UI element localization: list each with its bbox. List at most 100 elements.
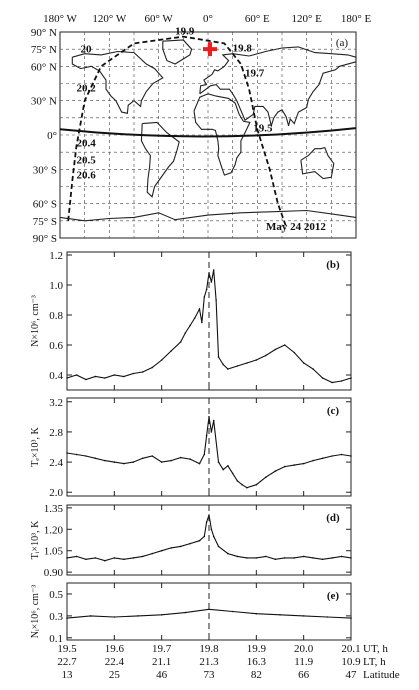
panel-label: (e) (327, 590, 340, 602)
data-point (170, 459, 172, 462)
data-point (137, 615, 139, 617)
map-top-tick-label: 120° W (92, 13, 126, 25)
data-point (113, 557, 116, 559)
x-axis-value: 16.3 (247, 656, 267, 668)
data-point (246, 362, 248, 364)
data-point (215, 299, 217, 301)
data-point (160, 614, 163, 616)
data-point (302, 615, 305, 617)
data-point (94, 375, 97, 378)
data-point (312, 368, 314, 370)
x-axis-value: 19.7 (152, 643, 172, 655)
panel-label: (b) (326, 259, 340, 271)
data-point (203, 296, 206, 298)
red-cross-marker (203, 42, 217, 57)
data-point (302, 555, 305, 558)
map-coastline (300, 146, 335, 180)
y-tick-label: 1.20 (44, 524, 64, 536)
x-axis-value: 13 (62, 669, 74, 681)
map-coastline (199, 46, 357, 128)
data-point (123, 462, 125, 465)
track-time-label: 19.7 (245, 68, 265, 80)
x-axis-value: 22.4 (105, 656, 125, 668)
panel-label-a: (a) (336, 37, 349, 49)
data-point (350, 617, 352, 619)
data-point (227, 552, 229, 555)
y-tick-label: 0.8 (49, 310, 63, 322)
time-series-panels: 0.4 0.6 0.8 1.0 1.2 N×10⁶, cm⁻³ (b) 2.0 2.4 2.8 3.… (30, 250, 352, 645)
data-point (340, 453, 343, 456)
map-left-tick-label: 75° S (33, 216, 57, 228)
x-axis-value: 19.6 (105, 643, 125, 655)
data-point (321, 377, 324, 379)
data-point (104, 559, 106, 562)
data-point (350, 455, 352, 457)
data-point (66, 377, 68, 379)
y-tick-label: 1.0 (49, 280, 63, 292)
data-point (255, 557, 258, 559)
data-point (326, 616, 329, 618)
data-point (113, 374, 116, 376)
data-point (283, 465, 286, 468)
data-point (241, 483, 243, 486)
panel-c: 2.0 2.4 2.8 3.2 Tₑ×10³, K (c) (30, 397, 352, 499)
panel-b: 0.4 0.6 0.8 1.0 1.2 N×10⁶, cm⁻³ (b) (30, 250, 352, 391)
y-tick-label: 3.2 (49, 397, 63, 409)
x-axis-value: 19.8 (199, 643, 219, 655)
map-top-tick-label: 60° E (245, 13, 270, 25)
data-point (203, 453, 206, 456)
data-point (189, 324, 191, 327)
data-point (205, 288, 208, 291)
y-tick-label: 0.90 (44, 567, 64, 579)
data-point (302, 462, 305, 465)
data-point (227, 465, 229, 467)
track-time-label: 19.9 (175, 25, 195, 37)
data-point (75, 453, 78, 456)
data-point (255, 359, 258, 361)
data-point (279, 614, 281, 616)
data-point (212, 269, 215, 271)
data-point (340, 380, 343, 382)
data-point (217, 545, 220, 548)
data-point (66, 557, 68, 559)
data-point (212, 419, 215, 422)
data-point (265, 354, 267, 357)
map-left-tick-label: 30° N (31, 96, 57, 108)
data-point (212, 535, 215, 538)
data-point (236, 480, 239, 482)
data-point (255, 483, 258, 486)
map-top-tick-label: 0° (203, 13, 213, 25)
data-point (246, 557, 248, 559)
track-time-label: 20.6 (76, 169, 96, 181)
data-point (184, 611, 187, 614)
x-axis-value: 19.9 (247, 643, 267, 655)
data-point (236, 365, 239, 367)
y-tick-label: 0.1 (49, 633, 63, 645)
x-axis-value: 66 (298, 669, 310, 681)
data-point (179, 341, 182, 343)
map-top-tick-label: 60° W (144, 13, 173, 25)
x-axis-value: 73 (204, 669, 216, 681)
data-point (321, 558, 324, 561)
data-point (75, 555, 78, 558)
data-point (151, 552, 153, 555)
data-point (205, 521, 208, 523)
y-tick-label: 2.0 (49, 487, 63, 499)
map-coastline (59, 209, 357, 222)
map-top-tick-label: 180° W (43, 13, 77, 25)
data-point (205, 434, 208, 437)
map-panel: 180° W 120° W 60° W 0° 60° E 120° E 180° E 90° … (31, 13, 372, 245)
x-axis-value: 20.0 (294, 643, 314, 655)
track-time-label: 20.4 (76, 137, 96, 149)
data-point (123, 558, 125, 561)
y-tick-label: 0.4 (49, 370, 63, 382)
data-point (283, 557, 286, 559)
data-point (194, 317, 196, 319)
y-tick-label: 0.5 (49, 589, 63, 601)
data-point (350, 557, 352, 559)
data-point (222, 468, 224, 471)
x-axis-value: 11.9 (294, 656, 313, 668)
panel-label: (d) (326, 512, 340, 524)
y-tick-label: 2.4 (49, 457, 63, 469)
map-equator-curve (59, 127, 357, 138)
